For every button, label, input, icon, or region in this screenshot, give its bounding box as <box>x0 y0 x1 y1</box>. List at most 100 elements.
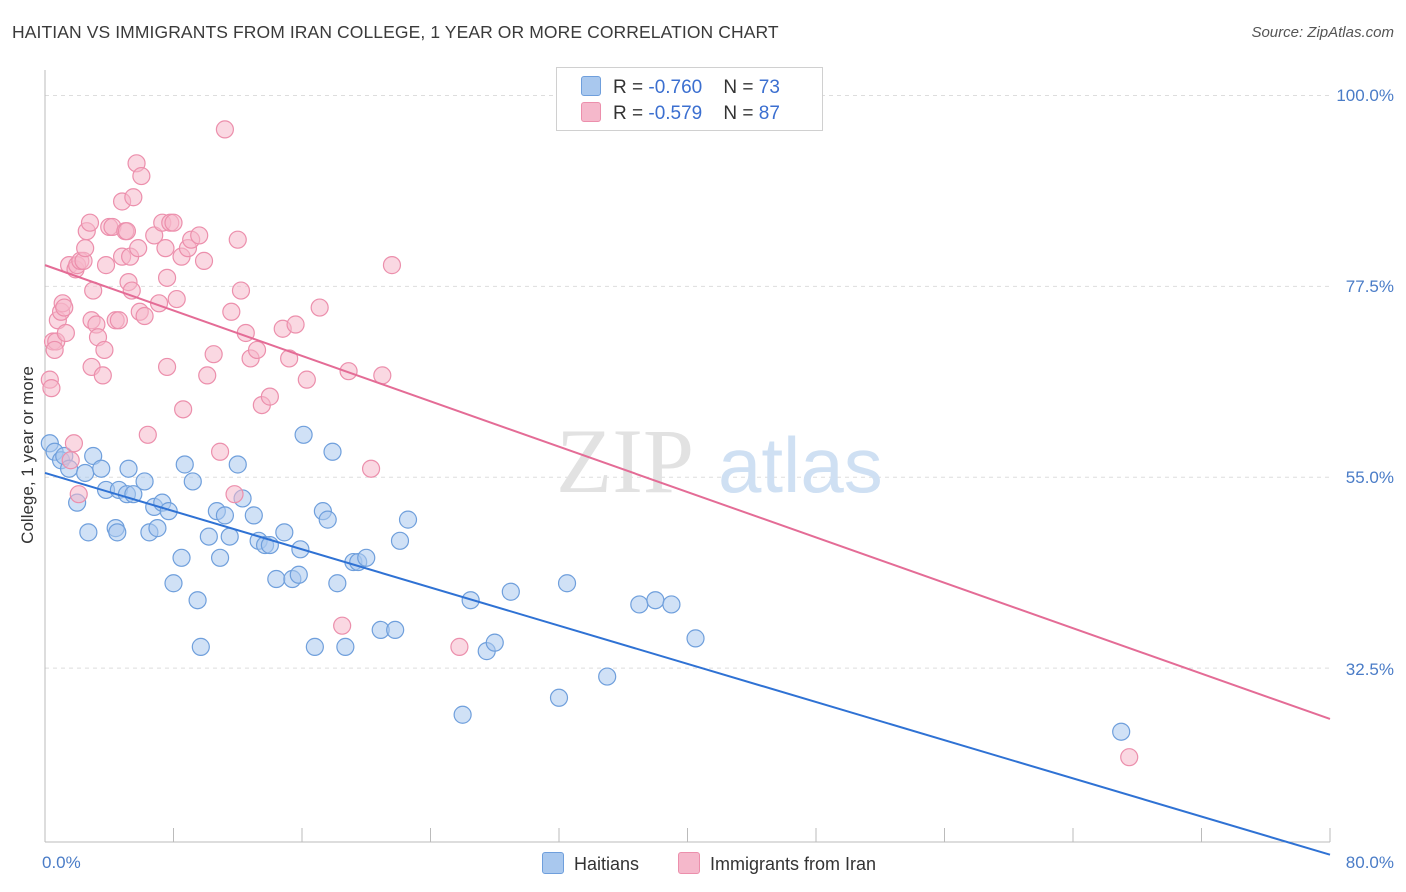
haitian-point <box>398 510 418 529</box>
iran-point <box>117 222 137 241</box>
haitian-point <box>357 548 376 567</box>
haitian-point <box>199 527 218 546</box>
legend-n-value: 87 <box>758 103 780 124</box>
legend-r-label: R = <box>613 103 649 124</box>
iran-point <box>333 616 352 635</box>
iran-point <box>210 442 230 461</box>
haitian-point <box>108 523 127 542</box>
watermark-zip: ZIP <box>556 410 694 512</box>
iran-point <box>247 340 267 360</box>
iran-point <box>156 239 175 258</box>
haitian-point <box>119 459 138 478</box>
iran-point <box>297 370 316 389</box>
haitian-point <box>305 637 324 656</box>
haitian-point <box>646 591 665 610</box>
haitian-point <box>92 459 111 478</box>
legend-n-label: N = <box>723 77 759 98</box>
haitian-point <box>598 667 617 686</box>
haitian-point <box>275 523 294 542</box>
iran-point <box>95 340 114 360</box>
chart-title: HAITIAN VS IMMIGRANTS FROM IRAN COLLEGE,… <box>12 22 779 42</box>
haitian-point <box>390 531 410 550</box>
haitian-point <box>183 472 202 491</box>
legend-r-value: -0.760 <box>648 77 703 98</box>
legend-label: Haitians <box>574 854 640 874</box>
haitian-point <box>135 472 154 491</box>
haitian-point <box>386 620 405 640</box>
haitian-point <box>557 574 577 593</box>
iran-point <box>382 256 402 275</box>
iran-point <box>225 485 244 504</box>
iran-point <box>93 366 112 385</box>
source-label: Source: ZipAtlas.com <box>1251 24 1394 41</box>
iran-point <box>96 256 116 275</box>
haitian-point <box>79 523 98 542</box>
iran-point <box>231 281 251 300</box>
legend-swatch-pink <box>581 102 601 122</box>
haitian-point <box>323 442 342 461</box>
legend-swatch-blue <box>581 76 601 96</box>
iran-point <box>76 239 95 258</box>
haitian-point <box>148 519 167 538</box>
haitian-point <box>191 637 210 656</box>
iran-point <box>228 230 247 249</box>
haitian-trend-line <box>44 472 1331 856</box>
iran-point <box>61 451 80 470</box>
haitian-point <box>686 629 705 648</box>
haitian-point <box>662 595 681 614</box>
iran-point <box>135 306 154 326</box>
haitian-point <box>228 455 247 474</box>
y-tick-label: 32.5% <box>1345 660 1394 679</box>
haitian-point <box>175 455 194 474</box>
iran-point <box>194 251 214 270</box>
iran-point <box>361 459 381 478</box>
iran-point <box>164 213 183 232</box>
legend-n-label: N = <box>723 103 759 124</box>
haitian-point <box>294 425 313 444</box>
iran-point <box>138 425 157 444</box>
haitian-point <box>159 502 178 521</box>
iran-point <box>64 434 84 453</box>
haitian-point <box>501 582 520 601</box>
stats-legend: R = -0.760 N = 73 R = -0.579 N = 87 <box>556 67 823 131</box>
legend-row-iran: R = -0.579 N = 87 <box>581 102 780 126</box>
haitian-point <box>210 548 230 567</box>
iran-point <box>198 366 217 385</box>
haitian-point <box>485 633 504 652</box>
iran-point <box>215 120 234 139</box>
iran-point <box>190 226 209 245</box>
iran-point <box>174 400 193 419</box>
iran-trend-line <box>44 264 1331 720</box>
legend-label: Immigrants from Iran <box>710 854 877 874</box>
haitian-point <box>215 506 234 525</box>
iran-point <box>1120 748 1139 767</box>
legend-r-value: -0.579 <box>648 103 703 124</box>
iran-point <box>45 340 64 360</box>
y-tick-label: 77.5% <box>1345 277 1394 296</box>
bottom-legend-iran: Immigrants from Iran <box>678 852 876 875</box>
iran-point <box>310 298 329 317</box>
haitian-point <box>289 565 308 584</box>
iran-point <box>129 239 148 258</box>
y-tick-label: 100.0% <box>1336 86 1394 105</box>
iran-point <box>56 323 75 343</box>
x-tick-label: 0.0% <box>42 853 81 872</box>
iran-point <box>55 298 74 317</box>
iran-point <box>132 166 151 186</box>
iran-point <box>80 213 100 232</box>
haitian-point <box>164 574 183 593</box>
iran-point <box>157 357 177 377</box>
haitian-point <box>188 591 207 610</box>
watermark-atlas: atlas <box>718 421 883 509</box>
legend-swatch-blue <box>542 852 564 874</box>
haitian-point <box>172 548 191 567</box>
iran-point <box>69 485 88 504</box>
iran-point <box>280 349 299 368</box>
haitian-point <box>318 510 337 529</box>
iran-point <box>204 345 223 364</box>
y-tick-label: 55.0% <box>1345 468 1394 487</box>
iran-point <box>260 387 279 406</box>
x-tick-label: 80.0% <box>1345 853 1394 872</box>
iran-point <box>450 637 469 656</box>
